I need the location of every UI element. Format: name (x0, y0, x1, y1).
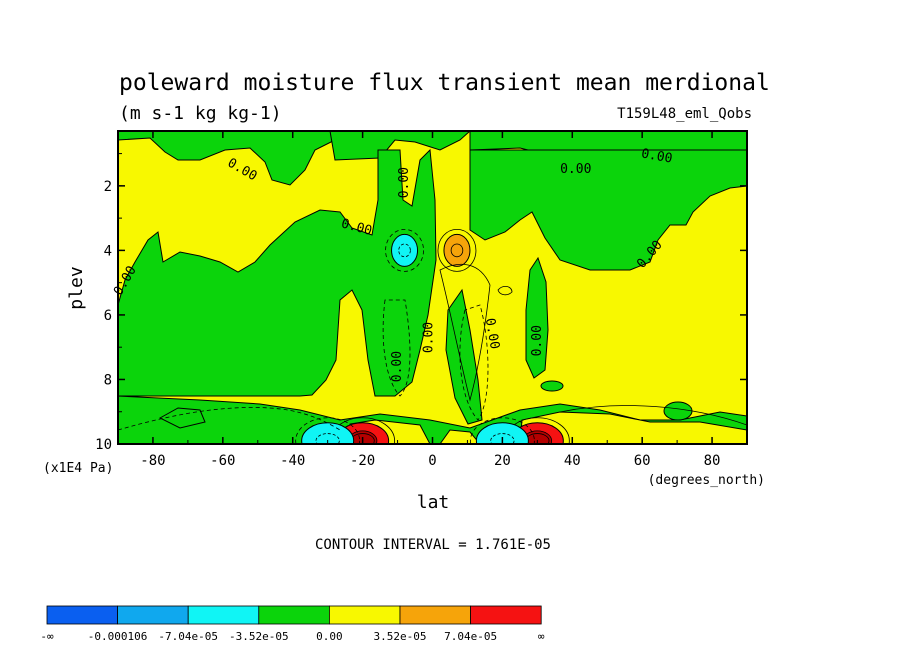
colorbar-swatch (328, 605, 401, 625)
colorbar-label: -7.04e-05 (158, 630, 218, 643)
x-tick-label: 80 (704, 453, 721, 469)
colorbar-label: -3.52e-05 (229, 630, 289, 643)
colorbar-swatch (470, 605, 542, 625)
contour-features (295, 228, 570, 444)
y-axis-units: (x1E4 Pa) (43, 461, 113, 476)
positive-core-north-fill (443, 233, 471, 267)
surface-min-south-inner-contour (315, 433, 340, 444)
x-axis: -80 -60 -40 -20 0 20 40 60 80 (117, 131, 748, 469)
positive-core-north-outer-contour (437, 228, 477, 272)
x-tick-label: 20 (494, 453, 511, 469)
region-green-west (118, 148, 437, 397)
region-green-strip (525, 256, 549, 379)
colorbar-label: 7.04e-05 (444, 630, 497, 643)
region-green-island-south (158, 407, 206, 429)
negative-core-south (385, 228, 424, 272)
x-tick-label: 60 (634, 453, 651, 469)
region-green-top-center (329, 131, 471, 161)
region-green-tongue (445, 288, 483, 425)
region-yellow-surface-2 (519, 411, 747, 444)
x-tick-label: 0 (428, 453, 436, 469)
zero-label: 0.00 (530, 325, 545, 356)
colorbar-swatch (399, 605, 471, 625)
colorbar-label: -∞ (40, 630, 54, 643)
y-tick-label: 4 (104, 243, 112, 259)
colorbar-label: -0.000106 (88, 630, 148, 643)
chart-subtitle: (m s-1 kg kg-1) (119, 103, 282, 124)
contour-solid-north (439, 263, 491, 402)
chart-title: poleward moisture flux transient mean me… (119, 70, 770, 96)
dataset-label: T159L48_eml_Qobs (617, 106, 752, 122)
positive-core-north (437, 228, 477, 272)
negative-core-south-outer-contour (385, 228, 424, 272)
surface-min-north-outer-contour (469, 417, 535, 444)
zero-label: 0.00 (422, 322, 437, 353)
zero-label: 0.00 (397, 167, 412, 198)
zero-label: 0.00 (482, 317, 502, 350)
x-tick-label: -60 (210, 453, 235, 469)
zero-label: 0.00 (640, 146, 673, 166)
surface-min-south-outer-contour (295, 417, 361, 444)
contour-dashed-mid (382, 299, 411, 397)
colorbar-label: 3.52e-05 (374, 630, 427, 643)
x-tick-label: -40 (280, 453, 305, 469)
y-axis-label: plev (66, 266, 87, 309)
contour-solid-east (559, 405, 747, 426)
thin-contours (118, 263, 747, 431)
surface-min-south-fill (301, 422, 355, 444)
colorbar-label: ∞ (538, 630, 545, 643)
y-tick-label: 6 (104, 308, 112, 324)
region-green-island-mid (540, 380, 564, 392)
plot-regions (118, 131, 747, 444)
colorbar-swatch (187, 605, 260, 625)
y-tick-label: 2 (104, 179, 112, 195)
colorbar-swatch (258, 605, 330, 625)
region-green-east (469, 149, 747, 271)
colorbar: -∞ -0.000106 -7.04e-05 -3.52e-05 0.00 3.52e-0… (40, 605, 545, 643)
contour-interval-text: CONTOUR INTERVAL = 1.761E-05 (315, 537, 551, 553)
x-tick-label: -80 (140, 453, 165, 469)
y-tick-label: 10 (95, 437, 112, 453)
y-tick-label: 8 (104, 372, 112, 388)
contour-dashed-north (459, 304, 489, 421)
x-tick-label: 40 (564, 453, 581, 469)
surface-min-north-inner-contour (490, 433, 515, 444)
zero-label: 0.00 (390, 351, 405, 382)
region-green-island-east (663, 401, 693, 421)
positive-core-north-inner-contour (450, 243, 464, 258)
x-axis-units: (degrees_north) (648, 473, 765, 488)
x-axis-label: lat (417, 492, 450, 513)
surface-min-north (469, 417, 535, 444)
y-axis: 2 4 6 8 10 (95, 153, 747, 453)
contour-dashed-west (118, 407, 341, 431)
zero-label: 0.00 (560, 162, 591, 177)
colorbar-swatch (46, 605, 118, 625)
negative-core-south-fill (391, 233, 419, 267)
surface-min-north-fill (475, 422, 529, 444)
negative-core-south-inner-contour (398, 243, 411, 258)
colorbar-swatch (117, 605, 189, 625)
x-tick-label: -20 (350, 453, 375, 469)
colorbar-label: 0.00 (316, 630, 343, 643)
surface-min-south (295, 417, 361, 444)
contour-small-loop (497, 286, 513, 296)
